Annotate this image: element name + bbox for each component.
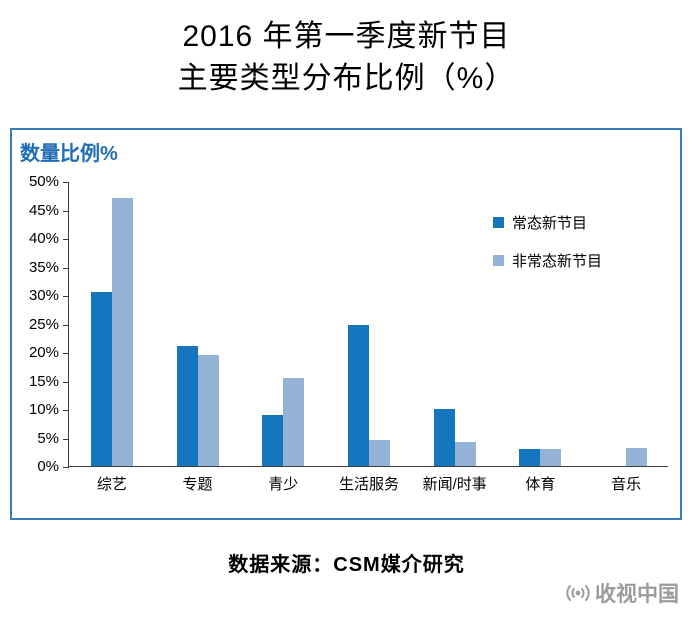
y-axis-tick — [63, 296, 69, 297]
legend-item: 非常态新节目 — [493, 250, 602, 271]
y-axis-tick — [63, 438, 69, 440]
y-axis-tick-label: 10% — [28, 401, 59, 418]
y-axis-tick-label: 20% — [28, 344, 59, 361]
x-axis-label: 新闻/时事 — [422, 476, 487, 493]
bar-series-1 — [519, 448, 541, 466]
watermark: 收视中国 — [565, 578, 679, 608]
y-axis-title: 数量比例% — [20, 143, 118, 165]
broadcast-icon — [565, 582, 591, 604]
bar-series-2 — [454, 442, 476, 466]
bar-series-2 — [283, 377, 305, 466]
x-axis-label: 音乐 — [611, 476, 642, 493]
y-axis-tick — [63, 210, 69, 212]
bar-series-2 — [626, 447, 648, 466]
watermark-text: 收视中国 — [595, 583, 679, 606]
x-axis-label: 生活服务 — [338, 476, 399, 493]
page-title: 2016 年第一季度新节目 主要类型分布比例（%） — [0, 0, 693, 100]
y-axis-tick — [63, 353, 69, 354]
bar-series-1 — [176, 346, 198, 466]
y-axis-tick — [63, 267, 69, 269]
bar-series-2 — [111, 198, 133, 466]
y-axis-tick — [63, 381, 69, 383]
y-axis-tick-label: 25% — [28, 315, 59, 333]
legend-item: 常态新节目 — [493, 212, 587, 233]
y-axis-tick-label: 15% — [28, 372, 59, 390]
x-axis-label: 青少 — [268, 476, 299, 493]
y-axis-tick-label: 35% — [28, 258, 59, 276]
y-axis-tick — [63, 324, 69, 326]
x-axis-label: 专题 — [182, 476, 213, 493]
chart-panel: 数量比例% 0% 5% 10% 15% 20% 25% 30% 35% 40% 45% 50% 综艺 专… — [10, 128, 682, 520]
title-line-2: 主要类型分布比例（%） — [177, 62, 516, 95]
y-axis-tick-label: 50% — [28, 173, 59, 190]
bar-series-1 — [90, 292, 112, 466]
bar-series-1 — [262, 414, 284, 466]
bar-series-1 — [433, 409, 455, 466]
legend-label: 常态新节目 — [512, 215, 588, 232]
y-axis-tick — [63, 410, 69, 411]
bar-series-2 — [197, 354, 219, 466]
y-axis-tick-label: 0% — [37, 458, 59, 475]
y-axis-tick — [63, 182, 69, 183]
plot-area: 0% 5% 10% 15% 20% 25% 30% 35% 40% 45% 50% 综艺 专题 青少 生活服… — [29, 173, 668, 493]
y-axis-tick-label: 5% — [37, 429, 59, 447]
y-axis-tick-label: 30% — [28, 287, 59, 304]
y-axis-tick-label: 45% — [28, 201, 59, 219]
y-axis-tick — [63, 467, 69, 468]
x-axis-label: 综艺 — [96, 476, 127, 493]
y-axis-tick — [63, 239, 69, 240]
x-axis-label: 体育 — [525, 476, 556, 493]
bar-series-2 — [369, 439, 390, 466]
bar-series-1 — [348, 325, 369, 466]
title-line-1: 2016 年第一季度新节目 — [182, 20, 511, 53]
legend-label: 非常态新节目 — [512, 253, 603, 270]
y-axis-tick-label: 40% — [28, 230, 59, 247]
legend-swatch — [493, 255, 504, 266]
legend-swatch — [493, 217, 504, 228]
data-source-caption: 数据来源：CSM媒介研究 — [228, 554, 465, 576]
bar-series-2 — [540, 448, 562, 466]
